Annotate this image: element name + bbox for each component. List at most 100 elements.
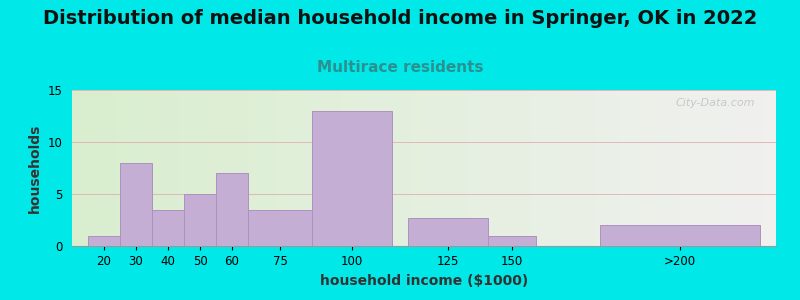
Bar	[234, 90, 238, 246]
Bar	[562, 90, 565, 246]
Bar	[386, 90, 389, 246]
Bar	[614, 90, 618, 246]
Bar	[120, 163, 152, 246]
Bar	[223, 90, 227, 246]
Bar	[153, 90, 157, 246]
Bar	[691, 90, 695, 246]
Bar	[498, 90, 502, 246]
Bar	[86, 90, 90, 246]
Bar	[544, 90, 547, 246]
Bar	[227, 90, 230, 246]
Bar	[663, 90, 667, 246]
Bar	[220, 90, 223, 246]
Bar	[142, 90, 146, 246]
Text: Distribution of median household income in Springer, OK in 2022: Distribution of median household income …	[43, 9, 757, 28]
Bar	[734, 90, 738, 246]
Bar	[434, 90, 438, 246]
Bar	[695, 90, 698, 246]
Bar	[110, 90, 114, 246]
Bar	[650, 90, 653, 246]
Bar	[392, 90, 396, 246]
Bar	[273, 90, 276, 246]
Bar	[304, 90, 308, 246]
Bar	[685, 90, 688, 246]
Bar	[442, 90, 445, 246]
Bar	[157, 90, 160, 246]
Bar	[758, 90, 762, 246]
Bar	[681, 90, 685, 246]
Bar	[575, 90, 579, 246]
Bar	[188, 90, 192, 246]
Bar	[79, 90, 82, 246]
Text: Multirace residents: Multirace residents	[317, 60, 483, 75]
Bar	[132, 90, 135, 246]
Bar	[184, 194, 216, 246]
Bar	[294, 90, 298, 246]
Bar	[667, 90, 670, 246]
Bar	[336, 90, 339, 246]
Bar	[152, 210, 184, 246]
Bar	[597, 90, 600, 246]
Bar	[466, 90, 470, 246]
Bar	[283, 90, 286, 246]
Bar	[547, 90, 550, 246]
Bar	[572, 90, 575, 246]
Bar	[477, 90, 480, 246]
Bar	[174, 90, 178, 246]
Bar	[607, 90, 610, 246]
Bar	[635, 90, 638, 246]
Bar	[216, 90, 220, 246]
Bar	[474, 90, 477, 246]
Bar	[90, 90, 93, 246]
Bar	[480, 90, 484, 246]
Bar	[343, 90, 346, 246]
Bar	[100, 90, 104, 246]
Bar	[459, 90, 462, 246]
Bar	[167, 90, 170, 246]
Bar	[75, 90, 79, 246]
Bar	[389, 90, 392, 246]
Bar	[322, 90, 326, 246]
Bar	[125, 90, 128, 246]
Bar	[716, 90, 720, 246]
Bar	[706, 90, 709, 246]
Bar	[540, 90, 544, 246]
Bar	[357, 90, 361, 246]
Bar	[210, 90, 213, 246]
Bar	[312, 111, 392, 246]
Bar	[751, 90, 755, 246]
Bar	[290, 90, 294, 246]
Bar	[431, 90, 434, 246]
Bar	[350, 90, 354, 246]
Bar	[107, 90, 110, 246]
Bar	[762, 90, 766, 246]
Y-axis label: households: households	[28, 123, 42, 213]
Bar	[554, 90, 558, 246]
Bar	[255, 90, 258, 246]
Bar	[522, 90, 526, 246]
Bar	[452, 90, 456, 246]
Bar	[241, 90, 245, 246]
Bar	[150, 90, 153, 246]
Bar	[755, 90, 758, 246]
Bar	[301, 90, 304, 246]
Bar	[406, 90, 410, 246]
Bar	[181, 90, 185, 246]
Bar	[88, 236, 120, 246]
Bar	[216, 173, 248, 246]
Bar	[122, 90, 125, 246]
Bar	[638, 90, 642, 246]
Bar	[625, 90, 628, 246]
Bar	[632, 90, 635, 246]
Bar	[185, 90, 188, 246]
Bar	[628, 90, 632, 246]
Bar	[723, 90, 726, 246]
Bar	[470, 90, 474, 246]
Bar	[656, 90, 660, 246]
Bar	[600, 90, 603, 246]
Bar	[738, 90, 741, 246]
Bar	[178, 90, 181, 246]
Bar	[146, 90, 150, 246]
Bar	[445, 90, 449, 246]
Bar	[537, 90, 540, 246]
